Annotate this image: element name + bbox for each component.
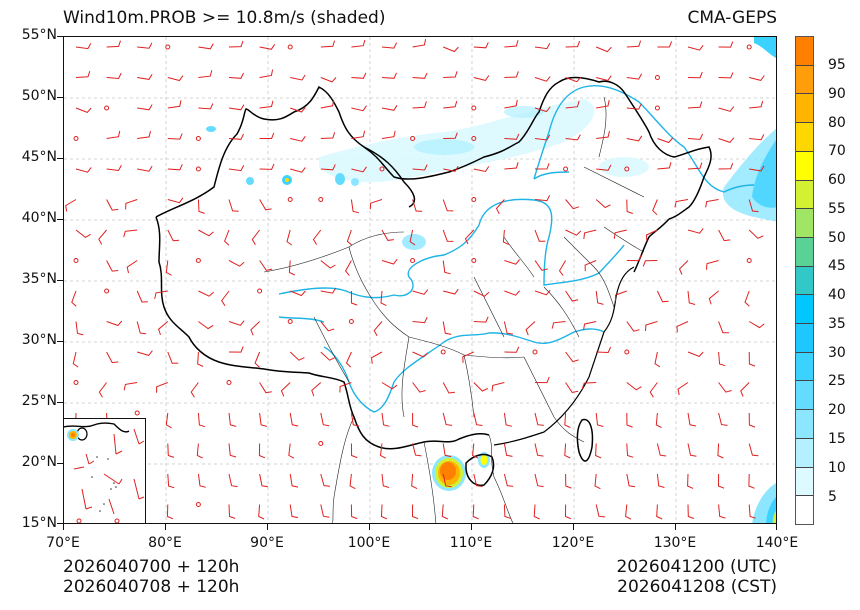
tick-mark [57, 97, 63, 99]
x-tick-label: 80°E [148, 535, 182, 551]
colorbar-label: 95 [828, 57, 846, 73]
map-canvas [64, 37, 776, 523]
rivers [278, 85, 755, 413]
tick-mark [63, 524, 65, 530]
colorbar-segment [796, 381, 813, 411]
tick-mark [57, 280, 63, 282]
colorbar-label: 80 [828, 115, 846, 131]
colorbar-segment [796, 209, 813, 238]
y-tick-label: 20°N [21, 454, 57, 470]
colorbar-label: 50 [828, 230, 846, 246]
colorbar-label: 55 [828, 201, 846, 217]
colorbar-segment [796, 65, 813, 95]
colorbar-label: 10 [828, 460, 846, 476]
colorbar-label: 20 [828, 402, 846, 418]
model-name: CMA-GEPS [687, 8, 777, 28]
tick-mark [573, 524, 575, 530]
colorbar-segment [796, 151, 813, 181]
colorbar-segment [796, 410, 813, 439]
colorbar-segment [796, 94, 813, 124]
y-tick-label: 15°N [21, 515, 57, 531]
y-tick-label: 25°N [21, 393, 57, 409]
tick-mark [267, 524, 269, 530]
forecast-init-info: 2026040700 + 120h 2026040708 + 120h [63, 557, 239, 597]
map-plot-area[interactable] [63, 36, 777, 524]
x-tick-label: 110°E [449, 535, 493, 551]
tick-mark [57, 158, 63, 160]
tick-mark [675, 524, 677, 530]
colorbar-label: 5 [828, 489, 837, 505]
colorbar-label: 35 [828, 316, 846, 332]
y-tick-label: 45°N [21, 149, 57, 165]
colorbar-label: 90 [828, 86, 846, 102]
tick-mark [57, 219, 63, 221]
tick-mark [57, 523, 63, 525]
x-tick-label: 130°E [653, 535, 697, 551]
init-time-utc: 2026040700 + 120h [63, 557, 240, 577]
valid-time-cst: 2026041208 (CST) [617, 577, 777, 597]
tick-mark [57, 402, 63, 404]
tick-mark [57, 463, 63, 465]
inset-map [64, 422, 145, 523]
colorbar-segment [796, 352, 813, 382]
valid-time-info: 2026041200 (UTC) 2026041208 (CST) [616, 557, 777, 597]
init-time-cst: 2026040708 + 120h [63, 577, 240, 597]
y-tick-label: 35°N [21, 271, 57, 287]
colorbar-segment [796, 438, 813, 468]
colorbar-segment [796, 237, 813, 267]
colorbar-label: 60 [828, 172, 846, 188]
gridlines [64, 37, 776, 523]
coastline [493, 266, 635, 446]
colorbar-segment [796, 496, 813, 524]
colorbar-segment [796, 467, 813, 497]
tick-mark [776, 524, 778, 530]
colorbar-segment [796, 180, 813, 210]
y-tick-label: 30°N [21, 332, 57, 348]
colorbar-segment [796, 123, 813, 152]
colorbar-segment [796, 266, 813, 296]
tick-mark [165, 524, 167, 530]
y-tick-label: 40°N [21, 210, 57, 226]
colorbar [795, 36, 814, 525]
tick-mark [471, 524, 473, 530]
colorbar-label: 40 [828, 287, 846, 303]
wind-barbs [65, 39, 765, 520]
probability-shading [206, 37, 776, 523]
tick-mark [57, 36, 63, 38]
colorbar-label: 25 [828, 373, 846, 389]
y-tick-label: 50°N [21, 88, 57, 104]
colorbar-segment [796, 324, 813, 353]
colorbar-label: 30 [828, 345, 846, 361]
provincial-borders [263, 96, 645, 523]
x-tick-label: 140°E [755, 535, 799, 551]
colorbar-segment [796, 37, 813, 66]
tick-mark [369, 524, 371, 530]
valid-time-utc: 2026041200 (UTC) [616, 557, 777, 577]
x-tick-label: 90°E [250, 535, 284, 551]
tick-mark [57, 341, 63, 343]
y-tick-label: 55°N [21, 27, 57, 43]
x-tick-label: 100°E [347, 535, 391, 551]
colorbar-label: 45 [828, 258, 846, 274]
colorbar-label: 15 [828, 431, 846, 447]
colorbar-label: 70 [828, 143, 846, 159]
x-tick-label: 120°E [551, 535, 595, 551]
chart-title: Wind10m.PROB >= 10.8m/s (shaded) [63, 8, 386, 28]
x-tick-label: 70°E [46, 535, 80, 551]
south-china-sea-inset [63, 418, 146, 524]
colorbar-segment [796, 295, 813, 325]
